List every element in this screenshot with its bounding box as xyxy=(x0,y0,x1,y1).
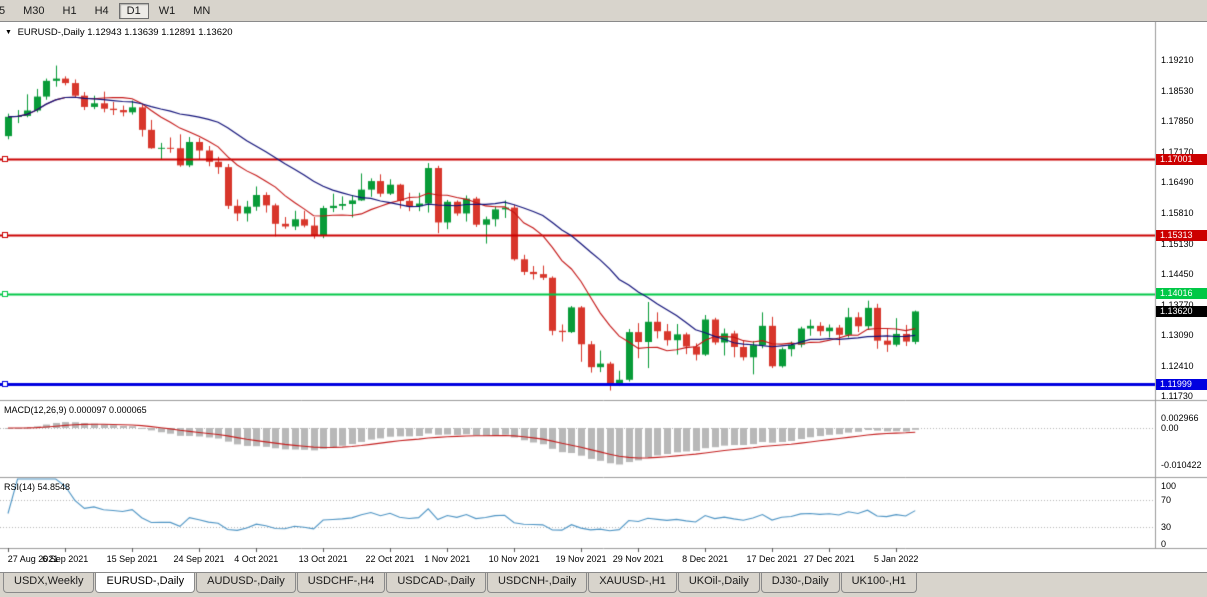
price-axis-label: 1.19210 xyxy=(1161,55,1194,66)
macd-axis-label: -0.010422 xyxy=(1161,459,1202,470)
chart-tab-eurusd-daily[interactable]: EURUSD-,Daily xyxy=(95,573,196,593)
date-axis-label: 22 Oct 2021 xyxy=(365,554,415,564)
date-axis-label: 17 Dec 2021 xyxy=(746,554,798,564)
chart-tab-ukoil-daily[interactable]: UKOil-,Daily xyxy=(677,573,760,593)
chart-tab-uk100-h1[interactable]: UK100-,H1 xyxy=(840,573,918,593)
timeframe-d1-button[interactable]: D1 xyxy=(118,2,149,19)
date-axis-label: 8 Dec 2021 xyxy=(682,554,729,564)
price-level-badge: 1.17001 xyxy=(1156,153,1207,165)
price-axis-label: 1.15810 xyxy=(1161,208,1194,218)
date-axis-label: 1 Nov 2021 xyxy=(424,554,471,564)
date-axis-label: 27 Aug 2021 xyxy=(7,554,59,564)
quote-ohlc: 1.12943 1.13639 1.12891 1.13620 xyxy=(87,27,233,38)
date-axis-label: 4 Oct 2021 xyxy=(234,554,279,564)
chart-tab-usdcnh-daily[interactable]: USDCNH-,Daily xyxy=(486,573,588,593)
timeframe-w1-button[interactable]: W1 xyxy=(151,3,184,19)
price-level-badge: 1.15313 xyxy=(1156,229,1207,241)
chart-tab-usdchf-h4[interactable]: USDCHF-,H4 xyxy=(296,573,386,593)
quote-symbol: EURUSD-,Daily xyxy=(17,27,85,38)
price-axis-label: 1.16490 xyxy=(1161,177,1194,188)
price-level-badge: 1.11999 xyxy=(1156,378,1207,390)
timeframe-h4-button[interactable]: H4 xyxy=(87,3,117,19)
price-axis-label: 1.18530 xyxy=(1161,85,1194,96)
rsi-indicator-label: RSI(14) 54.8548 xyxy=(4,482,71,492)
price-axis-label: 1.13090 xyxy=(1161,330,1194,341)
timeframe-m30-button[interactable]: M30 xyxy=(15,3,52,19)
chart-tab-xauusd-h1[interactable]: XAUUSD-,H1 xyxy=(588,573,677,593)
date-axis[interactable]: 27 Aug 2021 6 Sep 2021 15 Sep 2021 24 Sep 2… xyxy=(0,548,1155,572)
date-axis-label: 19 Nov 2021 xyxy=(555,554,607,564)
date-axis-label: 29 Nov 2021 xyxy=(612,554,664,564)
date-axis-label: 15 Sep 2021 xyxy=(106,554,158,564)
chart-tab-usdx-weekly[interactable]: USDX,Weekly xyxy=(3,573,95,593)
timeframe-toolbar: 5 M30 H1 H4 D1 W1 MN xyxy=(0,0,1207,22)
chart-window: ▼ EURUSD-,Daily 1.12943 1.13639 1.12891 … xyxy=(0,22,1207,572)
macd-axis-label: 0.00 xyxy=(1161,423,1179,433)
chart-tabs-bar: USDX,Weekly EURUSD-,Daily AUDUSD-,Daily USD… xyxy=(0,572,1207,597)
date-axis-label: 13 Oct 2021 xyxy=(298,554,348,564)
date-axis-label: 24 Sep 2021 xyxy=(173,554,225,564)
rsi-axis-label: 0 xyxy=(1161,539,1167,549)
date-axis-label: 10 Nov 2021 xyxy=(488,554,540,564)
price-axis-label: 1.12410 xyxy=(1161,360,1194,371)
macd-indicator-label: MACD(12,26,9) 0.000097 0.000065 xyxy=(4,405,147,415)
rsi-axis-label: 100 xyxy=(1161,481,1177,491)
chart-tab-audusd-daily[interactable]: AUDUSD-,Daily xyxy=(196,573,296,593)
price-axis-label: 1.15130 xyxy=(1161,238,1194,249)
timeframe-mn-button[interactable]: MN xyxy=(185,3,218,19)
macd-axis-label: 0.002966 xyxy=(1161,412,1199,423)
current-price-badge: 1.13620 xyxy=(1156,305,1207,317)
price-axis-label: 1.17850 xyxy=(1161,116,1194,127)
rsi-axis-label: 70 xyxy=(1161,494,1172,505)
rsi-axis-label: 30 xyxy=(1161,522,1172,533)
chart-quote-header: ▼ EURUSD-,Daily 1.12943 1.13639 1.12891 … xyxy=(5,27,233,38)
price-chart-canvas[interactable] xyxy=(0,22,1207,572)
price-level-badge: 1.14016 xyxy=(1156,288,1207,300)
timeframe-m15-button-partial[interactable]: 5 xyxy=(0,3,13,19)
date-axis-label: 27 Dec 2021 xyxy=(803,554,855,564)
price-axis-label: 1.14450 xyxy=(1161,269,1194,280)
timeframe-h1-button[interactable]: H1 xyxy=(55,3,85,19)
chart-tab-dj30-daily[interactable]: DJ30-,Daily xyxy=(760,573,840,593)
date-axis-label: 5 Jan 2022 xyxy=(873,554,919,564)
price-axis-label: 1.13770 xyxy=(1161,299,1194,310)
chart-tab-usdcad-daily[interactable]: USDCAD-,Daily xyxy=(386,573,486,593)
date-axis-label: 6 Sep 2021 xyxy=(42,554,89,564)
price-axis[interactable]: 1.19210 1.18530 1.17850 1.17170 1.16490 1.158… xyxy=(1157,22,1207,548)
price-axis-label: 1.17170 xyxy=(1161,146,1194,157)
price-axis-label: 1.11730 xyxy=(1161,391,1193,402)
collapse-triangle-icon[interactable]: ▼ xyxy=(5,29,12,36)
